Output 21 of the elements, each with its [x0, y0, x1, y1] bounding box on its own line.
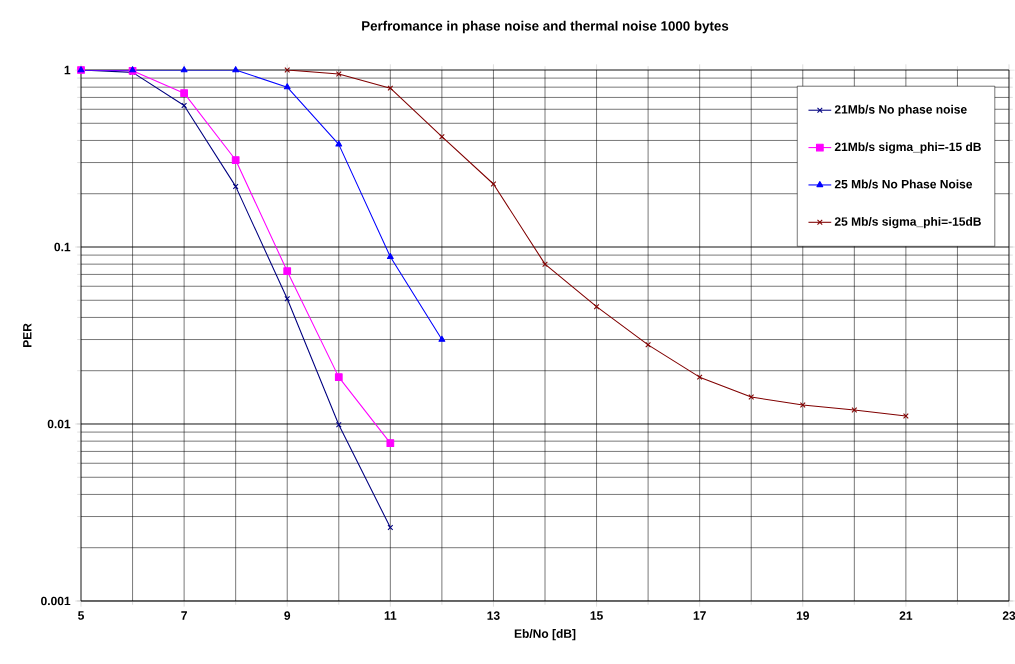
x-axis-title: Eb/No [dB]: [514, 629, 576, 641]
x-tick-label: 13: [487, 611, 500, 620]
legend-label: 21Mb/s No phase noise: [834, 104, 967, 117]
x-tick-label: 11: [384, 611, 397, 620]
y-tick-label: 1: [64, 65, 71, 75]
chart-title: Perfromance in phase noise and thermal noise 1000 bytes: [362, 20, 729, 34]
y-tick-label: 0.001: [41, 596, 71, 606]
y-tick-label: 0.1: [54, 242, 71, 252]
legend-label: 25 Mb/s sigma_phi=-15dB: [834, 216, 981, 229]
x-tick-label: 15: [590, 611, 603, 620]
y-axis-title: PER: [23, 323, 32, 348]
y-tick-label: 0.01: [47, 419, 71, 429]
x-tick-label: 21: [899, 611, 913, 620]
x-tick-label: 5: [78, 611, 85, 620]
legend-label: 25 Mb/s No Phase Noise: [834, 179, 973, 189]
x-tick-label: 23: [1002, 611, 1015, 620]
x-tick-label: 9: [284, 611, 291, 620]
legend-label: 21Mb/s sigma_phi=-15 dB: [834, 142, 981, 154]
x-tick-label: 19: [796, 611, 809, 620]
x-tick-label: 17: [693, 611, 706, 620]
x-tick-label: 7: [181, 611, 187, 620]
